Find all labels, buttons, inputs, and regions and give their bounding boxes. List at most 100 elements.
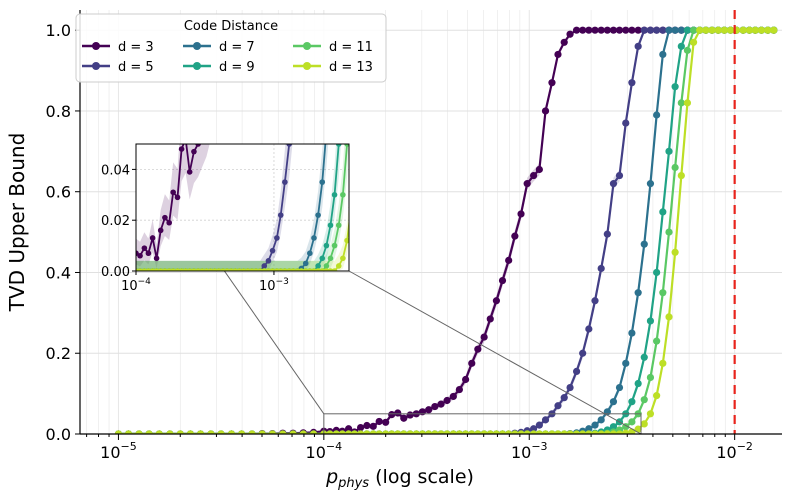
data-point (671, 26, 679, 34)
data-point (714, 26, 722, 34)
data-point (196, 430, 205, 434)
inset-y-tick-label: 0.00 (101, 265, 130, 280)
inset-data-point (307, 268, 313, 271)
data-point (609, 180, 618, 188)
data-point (677, 26, 685, 34)
data-point (665, 228, 673, 236)
inset-data-point (344, 144, 349, 147)
inset-data-point (344, 237, 349, 244)
inset-data-point (199, 268, 206, 271)
data-point (585, 26, 593, 34)
data-point (443, 430, 451, 434)
data-point (653, 392, 661, 400)
data-point (535, 430, 543, 434)
data-point (609, 430, 618, 434)
y-tick-label: 0.0 (46, 425, 71, 444)
data-point (474, 430, 482, 434)
data-point (238, 430, 246, 434)
data-point (369, 430, 377, 434)
data-point (382, 430, 390, 434)
inset-data-point (298, 268, 305, 271)
data-point (640, 353, 648, 361)
data-point (615, 171, 624, 180)
data-point (689, 38, 698, 46)
data-point (345, 425, 353, 433)
data-point (227, 430, 236, 434)
legend-swatch-marker (92, 42, 100, 50)
data-point (511, 232, 519, 240)
data-point (603, 430, 611, 434)
inset-data-point (207, 268, 214, 271)
data-point (683, 99, 692, 107)
legend-entry-label: d = 9 (219, 60, 255, 75)
data-point (609, 398, 618, 406)
data-point (363, 430, 371, 434)
data-point (369, 422, 377, 430)
inset-data-point (153, 255, 160, 262)
data-point (437, 430, 445, 434)
inset-data-point (149, 235, 156, 241)
main-y-ticks: 0.0 0.2 0.4 0.6 0.8 1.0 (46, 21, 80, 444)
legend-swatch-marker (193, 62, 201, 70)
y-tick-label: 0.6 (46, 183, 71, 202)
inset-data-point (228, 268, 235, 271)
inset-data-point (137, 268, 143, 271)
data-point (437, 400, 445, 408)
inset-frame (135, 143, 350, 272)
series-line-d9 (118, 29, 774, 434)
data-point (382, 418, 390, 426)
y-tick-label: 0.8 (46, 102, 71, 121)
legend-swatch-marker (303, 62, 311, 70)
data-point (615, 26, 624, 34)
data-point (541, 430, 550, 434)
data-point (400, 430, 408, 434)
data-point (615, 383, 624, 392)
inset-data-point (137, 252, 143, 259)
inset-data-point (145, 268, 152, 271)
data-point (634, 379, 642, 388)
data-point (492, 297, 501, 305)
data-point (603, 230, 611, 238)
data-point (597, 264, 605, 273)
data-point (530, 430, 538, 434)
data-point (186, 430, 194, 434)
data-point (665, 26, 673, 34)
data-point (597, 416, 605, 424)
data-point (332, 430, 340, 434)
data-point (739, 26, 747, 34)
data-point (248, 430, 256, 434)
data-point (566, 30, 574, 38)
data-point (425, 430, 433, 434)
data-point (634, 42, 642, 50)
inset-data-point (335, 144, 342, 147)
x-axis-label-suffix: (log scale) (369, 466, 474, 488)
legend-swatch-marker (193, 42, 201, 50)
data-point (548, 430, 556, 434)
data-point (486, 430, 494, 434)
data-point (634, 289, 642, 297)
data-point (462, 430, 470, 434)
legend-entry-label: d = 7 (219, 40, 255, 55)
data-point (326, 430, 334, 434)
inset-data-point (324, 129, 330, 135)
data-point (357, 430, 365, 434)
inset-data-point (183, 136, 189, 142)
data-point (279, 430, 287, 434)
data-point (523, 180, 531, 188)
data-point (689, 26, 698, 34)
data-point (659, 208, 667, 216)
data-point (345, 430, 353, 434)
inset-error-band (136, 144, 329, 271)
x-axis-label: pphys (log scale) (325, 466, 474, 491)
data-point (665, 313, 673, 321)
data-point (646, 26, 655, 34)
inset-data-point (331, 268, 338, 271)
inset-y-tick-label: 0.04 (101, 163, 130, 178)
data-point (535, 165, 543, 174)
data-point (406, 411, 414, 419)
data-point (609, 26, 618, 34)
data-point (505, 430, 513, 434)
data-point (474, 345, 482, 353)
data-point (541, 416, 550, 424)
data-point (572, 26, 581, 34)
